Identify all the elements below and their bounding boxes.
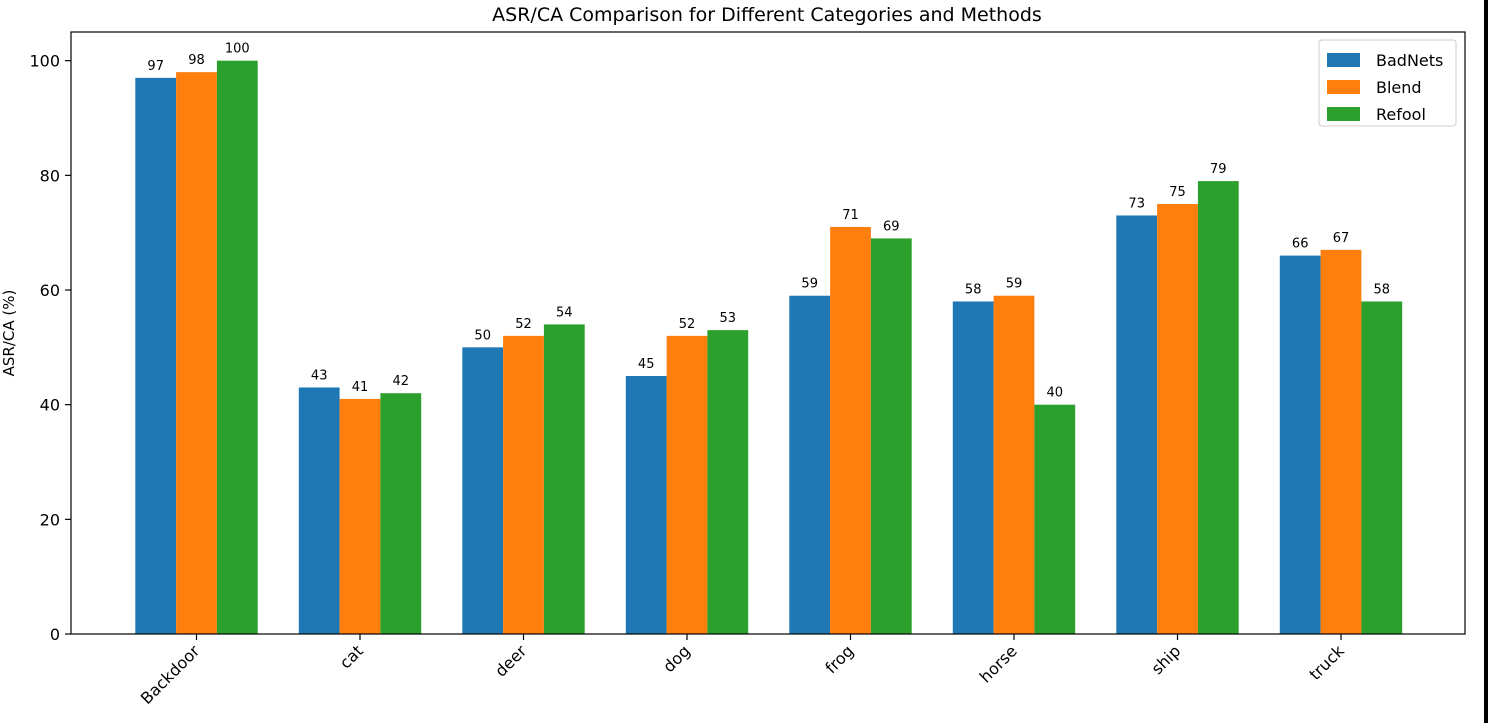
legend-swatch <box>1327 107 1360 121</box>
y-axis-label: ASR/CA (%) <box>0 290 18 377</box>
bar-value-label: 67 <box>1333 231 1350 246</box>
legend: BadNets Blend Refool <box>1318 39 1457 127</box>
x-tick-label: cat <box>336 641 367 672</box>
bar <box>870 238 912 634</box>
legend-label: BadNets <box>1376 51 1443 70</box>
legend-swatch <box>1327 80 1360 94</box>
bar-value-label: 45 <box>638 357 655 372</box>
bar <box>1116 215 1158 634</box>
bar-value-label: 52 <box>515 317 532 332</box>
bar <box>135 77 177 634</box>
y-tick-label: 100 <box>29 52 60 71</box>
bar-value-label: 40 <box>1047 386 1064 401</box>
bar-value-label: 97 <box>147 59 164 74</box>
bar-value-label: 58 <box>965 282 982 297</box>
bar <box>789 295 831 634</box>
bar <box>216 60 258 634</box>
bar <box>380 393 422 634</box>
bar-value-label: 42 <box>393 374 410 389</box>
bar-value-label: 98 <box>188 53 205 68</box>
x-tick-label: deer <box>491 641 530 680</box>
bar-value-label: 54 <box>556 305 573 320</box>
bar <box>1279 255 1321 634</box>
x-tick-label: dog <box>659 641 694 676</box>
bar-value-label: 79 <box>1210 162 1227 177</box>
bar <box>1320 249 1362 634</box>
bar-value-label: 50 <box>474 328 491 343</box>
bar-value-label: 75 <box>1169 185 1186 200</box>
x-tick-label: truck <box>1305 641 1348 684</box>
bar-value-label: 58 <box>1374 282 1391 297</box>
bar-value-label: 100 <box>225 42 250 57</box>
bar <box>503 335 544 634</box>
y-tick-label: 80 <box>40 166 60 185</box>
y-tick-label: 20 <box>40 510 60 529</box>
bar <box>666 335 708 634</box>
legend-swatch <box>1327 53 1360 67</box>
bar <box>1157 204 1198 634</box>
bar-value-label: 71 <box>842 208 859 223</box>
y-tick-label: 60 <box>40 281 60 300</box>
bar-value-label: 73 <box>1128 196 1145 211</box>
bar <box>1197 181 1239 635</box>
bar <box>1034 404 1076 634</box>
bar-value-label: 69 <box>883 219 900 234</box>
chart-title: ASR/CA Comparison for Different Categori… <box>492 4 1042 26</box>
bar-value-label: 52 <box>679 317 696 332</box>
legend-label: Blend <box>1376 78 1422 97</box>
window-edge <box>1484 0 1488 723</box>
series-blend: 98 41 52 52 71 59 75 67 <box>176 53 1362 635</box>
bar-value-label: 53 <box>720 311 737 326</box>
series-badnets: 97 43 50 45 59 58 73 66 <box>135 59 1321 634</box>
bar <box>339 398 381 634</box>
bar <box>993 295 1035 634</box>
bar <box>625 376 667 634</box>
bar-value-label: 66 <box>1292 237 1309 252</box>
bar <box>830 226 871 634</box>
bar <box>462 347 504 634</box>
bar-value-label: 43 <box>311 368 328 383</box>
bar <box>543 324 585 634</box>
x-tick-label: ship <box>1148 641 1185 678</box>
x-tick-label: horse <box>976 641 1021 686</box>
x-tick-label: Backdoor <box>137 641 204 708</box>
bar <box>1361 301 1403 634</box>
x-tick-label: frog <box>821 641 857 677</box>
bar-value-label: 59 <box>1006 277 1023 292</box>
y-tick-label: 40 <box>40 396 60 415</box>
bar <box>176 72 217 635</box>
bar-value-label: 59 <box>801 277 818 292</box>
bar <box>952 301 994 634</box>
plot-frame <box>70 31 1466 635</box>
bar <box>298 387 340 634</box>
bar-value-label: 41 <box>352 380 369 395</box>
plot-area: 97 43 50 45 59 58 73 66 98 41 52 52 71 59 75 67 100 42 54 5… <box>29 31 1466 708</box>
legend-label: Refool <box>1376 105 1426 124</box>
series-refool: 100 42 54 53 69 40 79 58 <box>216 42 1403 635</box>
y-tick-label: 0 <box>50 625 60 644</box>
bar <box>707 330 749 634</box>
